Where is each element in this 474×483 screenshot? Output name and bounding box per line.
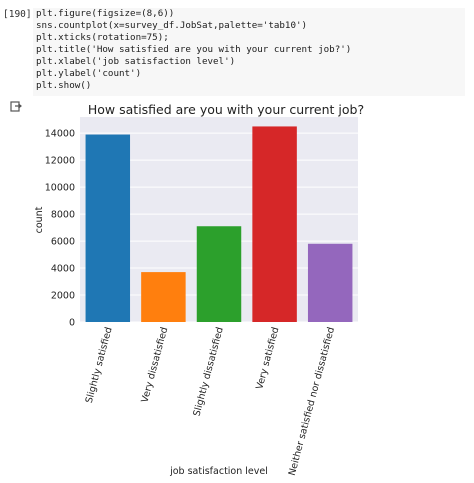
x-tick-label: Very satisfied: [254, 326, 281, 391]
code-line: plt.figure(figsize=(8,6)): [36, 8, 175, 19]
y-tick-label: 4000: [51, 264, 75, 275]
x-tick-label: Slightly satisfied: [84, 326, 115, 404]
code-line: plt.xlabel('job satisfaction level'): [36, 56, 236, 67]
y-tick-label: 10000: [45, 183, 75, 194]
bar: [252, 126, 297, 322]
x-tick-label: Slightly dissatisfied: [191, 326, 225, 418]
y-tick-labels: 0 2000 4000 6000 8000 10000 12000 14000: [45, 129, 75, 329]
y-tick-label: 2000: [51, 291, 75, 302]
code-line: plt.ylabel('count'): [36, 68, 142, 79]
y-tick-label: 8000: [51, 210, 75, 221]
y-tick-label: 0: [69, 318, 75, 329]
cell-prompt: [190]: [3, 9, 32, 20]
bar: [141, 272, 186, 322]
code-line: plt.xticks(rotation=75);: [36, 32, 169, 43]
bars: [85, 126, 353, 322]
x-tick-labels: Slightly satisfied Very dissatisfied Sligh…: [84, 326, 337, 477]
code-line: plt.title('How satisfied are you with yo…: [36, 44, 352, 55]
y-axis-label: count: [34, 206, 45, 233]
y-tick-label: 12000: [45, 156, 75, 167]
x-tick-label: Neither satisfied nor dissatisfied: [287, 326, 337, 477]
code-line: sns.countplot(x=survey_df.JobSat,palette…: [36, 20, 308, 31]
chart-title: How satisfied are you with your current …: [88, 102, 364, 117]
y-tick-label: 14000: [45, 129, 75, 140]
bar: [85, 134, 131, 322]
output-arrow-icon[interactable]: [10, 101, 22, 113]
x-axis-label: job satisfaction level: [169, 466, 268, 477]
y-tick-label: 6000: [51, 237, 75, 248]
bar: [196, 226, 242, 322]
code-editor[interactable]: plt.figure(figsize=(8,6)) sns.countplot(…: [33, 8, 465, 96]
bar: [307, 243, 353, 322]
x-tick-label: Very dissatisfied: [140, 326, 171, 404]
code-cell[interactable]: [190] plt.figure(figsize=(8,6)) sns.coun…: [0, 0, 474, 100]
code-line: plt.show(): [36, 80, 92, 91]
